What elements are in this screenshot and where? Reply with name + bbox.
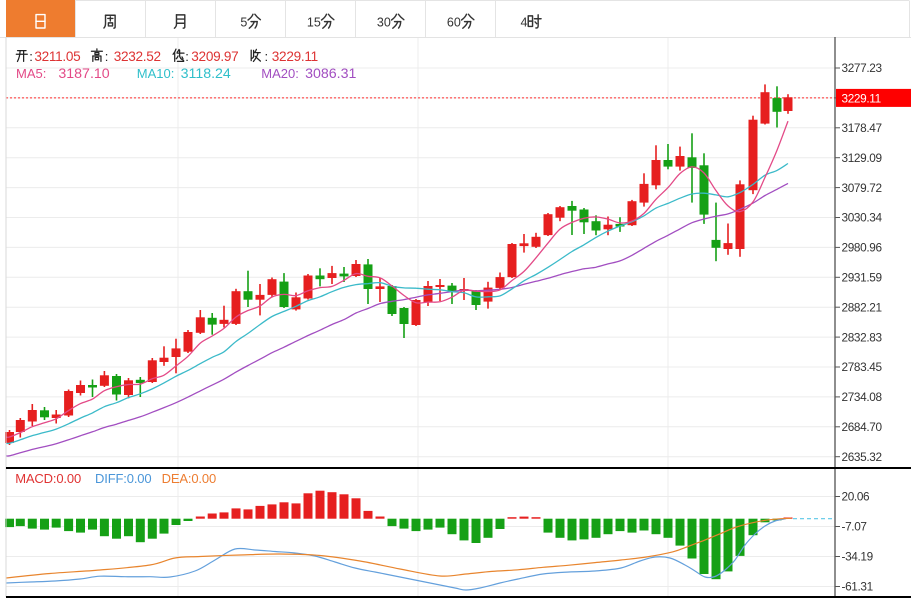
svg-text::: : [29, 49, 33, 64]
svg-text:3129.09: 3129.09 [842, 151, 882, 165]
svg-text:DIFF:0.00: DIFF:0.00 [95, 471, 151, 486]
svg-text:3178.47: 3178.47 [842, 121, 882, 135]
svg-text:3211.05: 3211.05 [34, 49, 80, 64]
svg-text::: : [185, 49, 189, 64]
svg-text:-34.19: -34.19 [842, 550, 873, 564]
svg-text:3030.34: 3030.34 [842, 211, 883, 225]
svg-text:4: 4 [521, 16, 528, 30]
svg-text::: : [265, 49, 269, 64]
svg-text:3229.11: 3229.11 [272, 49, 318, 64]
svg-text:MA10:: MA10: [137, 66, 175, 81]
svg-text:2734.08: 2734.08 [842, 390, 883, 404]
svg-text:20.06: 20.06 [842, 490, 871, 504]
svg-text:2832.83: 2832.83 [842, 330, 883, 344]
svg-text:2931.59: 2931.59 [842, 271, 882, 285]
svg-text:-7.07: -7.07 [842, 520, 867, 534]
svg-text:3118.24: 3118.24 [181, 66, 231, 82]
svg-text:3086.31: 3086.31 [305, 66, 356, 82]
svg-text:MACD:0.00: MACD:0.00 [15, 471, 81, 486]
svg-text:-61.31: -61.31 [842, 580, 873, 594]
svg-text:2882.21: 2882.21 [842, 300, 882, 314]
svg-text:3079.72: 3079.72 [842, 181, 882, 195]
svg-text::: : [105, 49, 109, 64]
svg-text:MA20:: MA20: [261, 66, 299, 81]
svg-text:3232.52: 3232.52 [114, 49, 161, 64]
svg-text:15: 15 [307, 16, 321, 30]
svg-text:DEA:0.00: DEA:0.00 [162, 471, 216, 486]
svg-text:2980.96: 2980.96 [842, 241, 883, 255]
svg-text:2684.70: 2684.70 [842, 420, 883, 434]
svg-text:3209.97: 3209.97 [191, 49, 238, 64]
svg-text:3229.11: 3229.11 [842, 91, 881, 105]
svg-text:60: 60 [447, 16, 461, 30]
svg-text:3187.10: 3187.10 [58, 66, 109, 82]
svg-text:2635.32: 2635.32 [842, 450, 882, 464]
svg-text:2783.45: 2783.45 [842, 360, 883, 374]
svg-text:MA5:: MA5: [16, 66, 46, 81]
svg-text:3277.23: 3277.23 [842, 61, 883, 75]
svg-text:30: 30 [377, 16, 391, 30]
svg-text:5: 5 [240, 16, 247, 30]
